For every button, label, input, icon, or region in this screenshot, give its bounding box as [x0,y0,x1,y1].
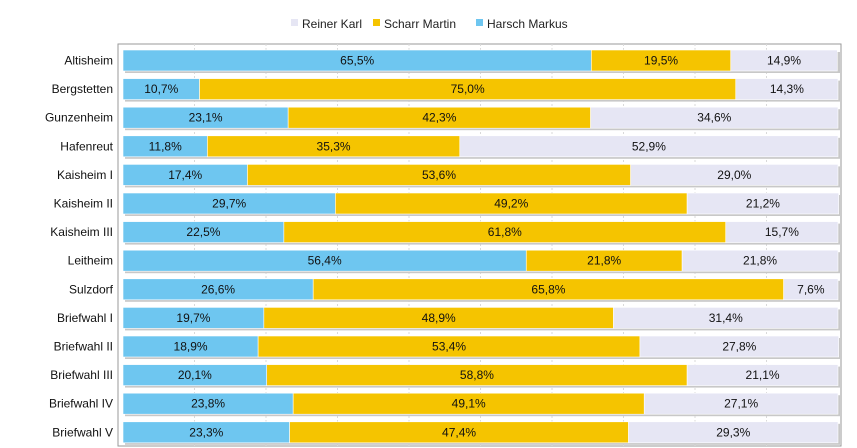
legend-label: Reiner Karl [302,17,362,31]
data-label: 23,8% [191,397,225,411]
category-label: Briefwahl IV [49,397,113,411]
legend-label: Scharr Martin [384,17,456,31]
category-label: Briefwahl III [50,368,113,382]
data-label: 27,1% [724,397,758,411]
bar-segment [459,135,839,158]
bar-segment [725,221,839,243]
data-label: 23,1% [189,111,223,125]
data-label: 29,3% [716,425,750,439]
data-label: 29,0% [717,168,751,182]
category-label: Sulzdorf [69,282,114,296]
data-label: 29,7% [212,197,246,211]
category-label: Bergstetten [52,82,113,96]
data-label: 7,6% [797,282,825,296]
legend-swatch [373,19,380,26]
data-label: 65,8% [531,282,565,296]
bar-segment [686,192,840,215]
data-label: 49,1% [452,397,486,411]
legend: Reiner Karl Scharr Martin Harsch Markus [291,17,568,31]
data-label: 14,9% [767,54,801,68]
bar-segment [681,249,839,272]
data-label: 15,7% [765,225,799,239]
data-label: 61,8% [488,225,522,239]
category-label: Gunzenheim [45,111,113,125]
data-label: 47,4% [442,425,476,439]
category-label: Kaisheim II [54,197,113,211]
category-label: Briefwahl II [54,340,113,354]
data-label: 65,5% [340,54,374,68]
data-label: 53,4% [432,340,466,354]
data-label: 42,3% [422,111,456,125]
data-label: 34,6% [697,111,731,125]
bar-segment [730,49,838,72]
data-label: 11,8% [149,139,182,153]
data-label: 18,9% [174,340,208,354]
data-label: 21,8% [587,254,621,268]
category-label: Briefwahl I [57,311,113,325]
data-label: 10,7% [144,82,178,96]
data-label: 19,5% [644,54,678,68]
category-label: Kaisheim III [50,225,113,239]
data-label: 56,4% [308,254,342,268]
data-label: 53,6% [422,168,456,182]
data-label: 20,1% [178,368,212,382]
data-label: 26,6% [201,282,235,296]
data-label: 48,9% [422,311,456,325]
bar-segment [590,106,839,129]
category-label: Kaisheim I [57,168,113,182]
data-label: 49,2% [494,197,528,211]
category-label: Hafenreut [60,139,113,153]
data-label: 58,8% [460,368,494,382]
category-label: Leitheim [68,254,113,268]
legend-swatch [476,19,483,26]
data-label: 17,4% [168,168,202,182]
data-label: 21,2% [746,197,780,211]
data-label: 21,1% [746,368,780,382]
data-label: 31,4% [709,311,743,325]
bar-segment [686,364,839,386]
bar-segment [628,421,839,444]
bar-segment [735,78,839,100]
data-label: 19,7% [176,311,210,325]
legend-label: Harsch Markus [487,17,568,31]
bar-segment [783,278,839,301]
bar-segment [643,392,839,415]
data-label: 14,3% [770,82,804,96]
plot-area: Altisheim 65,5% 19,5% 14,9% Bergstetten 10,7%… [45,43,842,447]
bar-segment [613,307,839,329]
category-label: Altisheim [64,54,113,68]
data-label: 35,3% [317,139,351,153]
category-label: Briefwahl V [52,425,113,439]
legend-swatch [291,19,298,26]
bar-segment [639,335,840,358]
data-label: 75,0% [451,82,485,96]
data-label: 23,3% [189,425,223,439]
bar-segment [630,164,839,186]
data-label: 22,5% [186,225,220,239]
data-label: 27,8% [722,340,756,354]
data-label: 21,8% [743,254,777,268]
data-label: 52,9% [632,139,666,153]
